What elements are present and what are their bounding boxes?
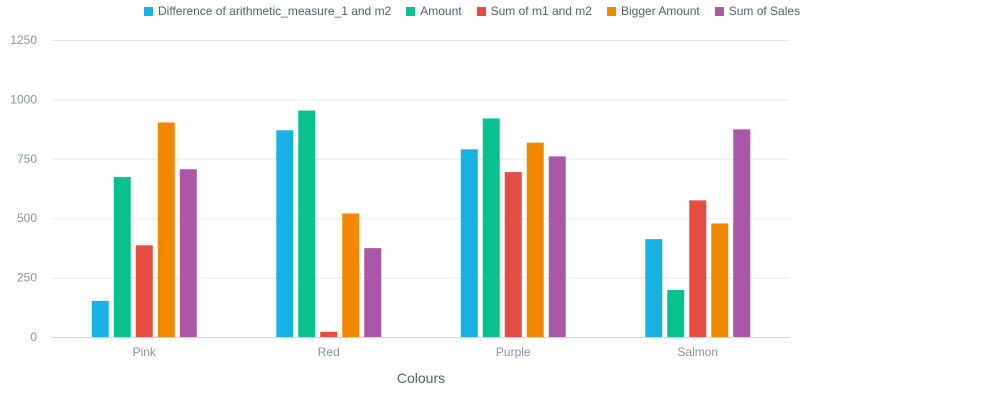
bar[interactable] bbox=[179, 169, 197, 337]
bar[interactable] bbox=[711, 223, 729, 337]
legend-swatch bbox=[714, 6, 724, 16]
bar[interactable] bbox=[135, 245, 153, 337]
bar[interactable] bbox=[113, 177, 131, 337]
bar[interactable] bbox=[504, 172, 522, 337]
legend-label: Bigger Amount bbox=[620, 4, 700, 18]
y-tick-label: 0 bbox=[30, 330, 37, 344]
bar[interactable] bbox=[482, 118, 500, 338]
bar[interactable] bbox=[667, 289, 685, 337]
legend-swatch bbox=[476, 6, 486, 16]
legend-label: Sum of m1 and m2 bbox=[490, 4, 592, 18]
bar[interactable] bbox=[157, 122, 175, 337]
x-axis-ticks: Pink Red Purple Salmon bbox=[133, 345, 719, 359]
legend-label: Amount bbox=[420, 4, 462, 18]
chart-legend: Difference of arithmetic_measure_1 and m… bbox=[144, 3, 800, 19]
bar[interactable] bbox=[298, 110, 316, 337]
legend-swatch bbox=[144, 6, 153, 16]
legend-item[interactable]: Sum of Sales bbox=[714, 4, 801, 18]
y-tick-label: 750 bbox=[17, 152, 37, 166]
y-axis-ticks: 0 250 500 750 1000 1250 bbox=[10, 33, 37, 344]
y-tick-label: 500 bbox=[17, 211, 37, 225]
y-tick-label: 250 bbox=[17, 271, 37, 285]
x-axis-title: Colours bbox=[397, 370, 445, 386]
y-tick-label: 1250 bbox=[10, 33, 37, 47]
bar[interactable] bbox=[320, 331, 338, 337]
legend-swatch bbox=[606, 6, 616, 16]
grid-lines bbox=[52, 40, 790, 279]
x-tick-label: Pink bbox=[133, 345, 157, 359]
bars bbox=[91, 110, 751, 338]
y-tick-label: 1000 bbox=[10, 92, 37, 106]
bar[interactable] bbox=[91, 300, 109, 337]
x-tick-label: Salmon bbox=[677, 345, 718, 359]
bar[interactable] bbox=[460, 149, 478, 337]
legend-item[interactable]: Amount bbox=[406, 4, 462, 18]
legend-label: Difference of arithmetic_measure_1 and m… bbox=[158, 4, 392, 18]
x-tick-label: Purple bbox=[496, 345, 531, 359]
bar[interactable] bbox=[645, 239, 663, 337]
bar[interactable] bbox=[526, 142, 544, 337]
bar[interactable] bbox=[733, 129, 751, 337]
legend-label: Sum of Sales bbox=[728, 4, 801, 18]
legend-item[interactable]: Sum of m1 and m2 bbox=[476, 4, 592, 18]
x-tick-label: Red bbox=[318, 345, 340, 359]
bar[interactable] bbox=[689, 200, 707, 337]
bar[interactable] bbox=[548, 156, 566, 337]
bar[interactable] bbox=[276, 130, 294, 337]
bar[interactable] bbox=[342, 213, 360, 337]
legend-swatch bbox=[406, 6, 416, 16]
legend-item[interactable]: Bigger Amount bbox=[606, 4, 700, 18]
legend-item[interactable]: Difference of arithmetic_measure_1 and m… bbox=[144, 4, 391, 18]
bar[interactable] bbox=[364, 248, 382, 337]
